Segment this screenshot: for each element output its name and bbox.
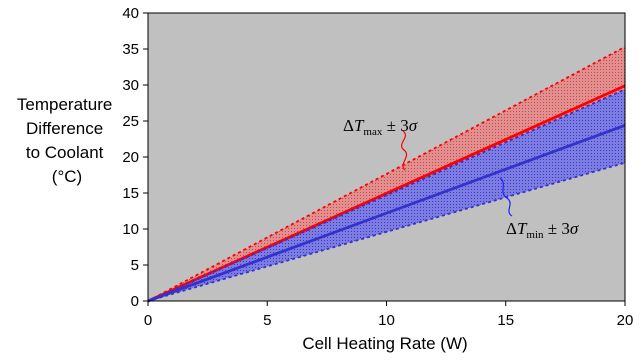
series-lines [147,46,626,303]
dtmax-leader-curve [401,130,408,171]
x-axis-title: Cell Heating Rate (W) [302,334,467,353]
y-axis-title-line-3: to Coolant [26,143,104,162]
x-tick-label: 10 [378,312,395,329]
y-tick-label: 15 [122,185,139,202]
dtmax-var: T [354,116,365,135]
y-tick-label: 30 [122,77,139,94]
y-tick-label: 5 [131,257,139,274]
dtmax-sigma: σ [409,116,418,135]
dtmin-var: T [517,219,528,238]
dtmax-subscript: max [363,126,382,138]
y-axis-title-line-2: Difference [26,119,103,138]
axes: 0 5 10 15 20 25 30 35 40 0 5 10 15 20 [122,5,633,329]
dtmax-upper-line [147,46,626,302]
dtmax-line [147,84,626,303]
y-tick-label: 0 [131,293,139,310]
y-axis-title: Temperature Difference to Coolant (°C) [17,95,117,186]
y-axis-title-line-1: Temperature [17,95,112,114]
dtmin-leader-curve [499,177,513,217]
y-tick-label: 40 [122,5,139,22]
x-tick-label: 5 [263,312,271,329]
y-tick-label: 20 [122,149,139,166]
dtmin-lower-line [147,161,626,302]
y-tick-label: 10 [122,221,139,238]
dtmin-annotation: ΔTmin ± 3σ [506,219,579,241]
y-axis-title-line-4: (°C) [52,167,82,186]
dtmax-pm: ± 3 [382,116,408,135]
dtmax-delta: Δ [343,116,354,135]
x-tick-label: 0 [144,312,152,329]
x-tick-label: 15 [497,312,514,329]
dtmin-upper-line [147,88,626,302]
y-tick-label: 25 [122,113,139,130]
dtmin-subscript: min [526,229,544,241]
dtmin-delta: Δ [506,219,517,238]
x-tick-label: 20 [617,312,634,329]
dtmin-sigma: σ [570,219,579,238]
dtmax-annotation: ΔTmax ± 3σ [343,116,418,138]
dtmin-pm: ± 3 [544,219,570,238]
y-tick-label: 35 [122,41,139,58]
dtmin-line [147,124,626,303]
